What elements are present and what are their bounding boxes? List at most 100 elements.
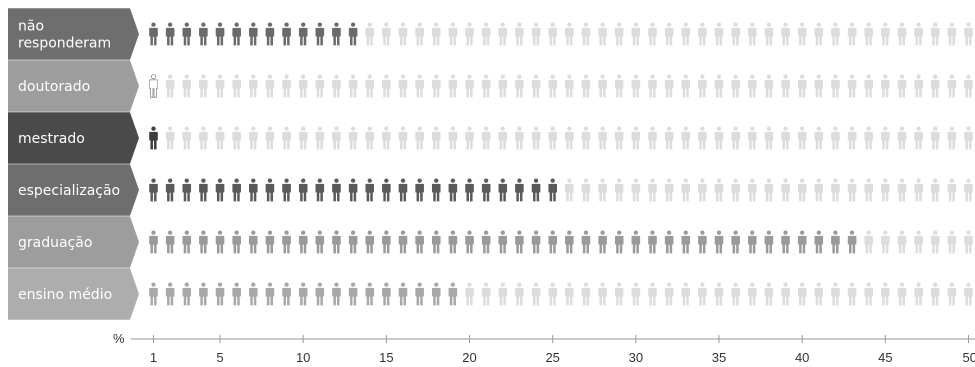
- person-icon-filled: [515, 230, 524, 254]
- person-icon-empty: [764, 126, 774, 150]
- person-icon-empty: [182, 126, 192, 150]
- person-icon-empty: [498, 74, 508, 98]
- person-icon-filled: [199, 178, 208, 202]
- person-icon-empty: [864, 178, 874, 202]
- person-icon-filled: [548, 230, 557, 254]
- person-icon-empty: [947, 126, 957, 150]
- x-tick-label: 15: [379, 350, 393, 365]
- category-label: doutorado: [18, 79, 90, 95]
- person-icon-empty: [598, 126, 607, 150]
- person-icon-empty: [864, 230, 874, 254]
- person-icon-filled: [614, 230, 624, 254]
- person-icon-filled: [199, 230, 208, 254]
- person-icon-empty: [930, 74, 940, 98]
- person-icon-filled: [298, 178, 308, 202]
- person-icon-empty: [598, 178, 607, 202]
- person-icon-empty: [698, 282, 707, 306]
- person-icon-empty: [831, 22, 840, 46]
- person-icon-filled: [282, 230, 291, 254]
- person-icon-filled: [265, 230, 275, 254]
- person-icon-empty: [631, 126, 641, 150]
- person-icon-filled: [282, 282, 291, 306]
- person-icon-filled: [698, 230, 707, 254]
- person-icon-empty: [565, 178, 574, 202]
- person-icon-filled: [215, 22, 225, 46]
- person-icon-empty: [548, 74, 557, 98]
- person-icon-filled: [232, 230, 241, 254]
- person-icon-filled: [199, 22, 208, 46]
- person-icon-empty: [698, 126, 707, 150]
- person-icon-empty: [165, 126, 175, 150]
- person-icon-empty: [365, 22, 375, 46]
- person-icon-empty: [481, 22, 491, 46]
- person-icon-empty: [581, 178, 591, 202]
- person-icon-empty: [797, 74, 807, 98]
- person-icon-empty: [515, 22, 524, 46]
- person-icon-empty: [930, 126, 940, 150]
- person-icon-empty: [881, 230, 890, 254]
- person-icon-empty: [897, 178, 907, 202]
- person-icon-filled: [465, 230, 474, 254]
- person-icon-empty: [465, 74, 474, 98]
- person-icon-empty: [199, 74, 208, 98]
- person-icon-empty: [365, 126, 375, 150]
- person-icon-empty: [747, 74, 757, 98]
- person-icon-empty: [199, 126, 208, 150]
- x-tick-label: 10: [296, 350, 310, 365]
- person-icon-empty: [465, 22, 474, 46]
- person-icon-filled: [248, 22, 258, 46]
- person-icon-filled: [298, 22, 308, 46]
- category-label: ensino médio: [18, 287, 112, 303]
- person-icon-filled: [448, 230, 458, 254]
- person-icon-filled: [398, 282, 408, 306]
- person-icon-empty: [797, 22, 807, 46]
- person-icon-empty: [565, 282, 574, 306]
- person-icon-empty: [964, 230, 973, 254]
- person-icon-empty: [764, 22, 774, 46]
- person-icon-empty: [897, 74, 907, 98]
- person-icon-filled: [764, 230, 774, 254]
- person-icon-empty: [548, 126, 557, 150]
- person-icon-filled: [332, 178, 341, 202]
- person-icon-empty: [448, 74, 458, 98]
- x-tick-label: 50: [963, 350, 975, 365]
- person-icon-filled: [265, 22, 275, 46]
- person-icon-empty: [531, 126, 541, 150]
- person-icon-empty: [631, 22, 641, 46]
- person-icon-filled: [747, 230, 757, 254]
- person-icon-empty: [714, 126, 724, 150]
- person-icon-filled: [182, 178, 192, 202]
- person-icon-filled: [365, 230, 375, 254]
- person-icon-empty: [881, 178, 890, 202]
- person-icon-filled: [248, 230, 258, 254]
- person-icon-empty: [964, 22, 973, 46]
- person-icon-empty: [631, 282, 641, 306]
- person-icon-empty: [415, 22, 424, 46]
- person-icon-empty: [531, 282, 541, 306]
- person-icon-empty: [847, 282, 857, 306]
- person-icon-empty: [481, 126, 491, 150]
- person-icon-filled: [215, 230, 225, 254]
- person-icon-empty: [847, 22, 857, 46]
- person-icon-empty: [881, 282, 890, 306]
- person-icon-filled: [515, 178, 524, 202]
- person-icon-filled: [797, 230, 807, 254]
- person-icon-empty: [614, 178, 624, 202]
- person-icon-empty: [248, 126, 258, 150]
- person-icon-empty: [947, 74, 957, 98]
- person-icon-empty: [947, 178, 957, 202]
- person-icon-filled: [481, 178, 491, 202]
- category-label: especialização: [18, 183, 120, 199]
- person-icon-empty: [847, 126, 857, 150]
- person-icon-filled: [382, 178, 391, 202]
- x-tick-label: 1: [150, 350, 157, 365]
- person-icon-empty: [664, 74, 674, 98]
- person-icon-empty: [847, 178, 857, 202]
- person-icon-filled: [165, 230, 175, 254]
- person-icon-empty: [498, 126, 508, 150]
- person-icon-filled: [149, 22, 158, 46]
- person-icon-empty: [964, 282, 973, 306]
- person-icon-filled: [315, 230, 325, 254]
- person-icon-empty: [581, 22, 591, 46]
- person-icon-filled: [664, 230, 674, 254]
